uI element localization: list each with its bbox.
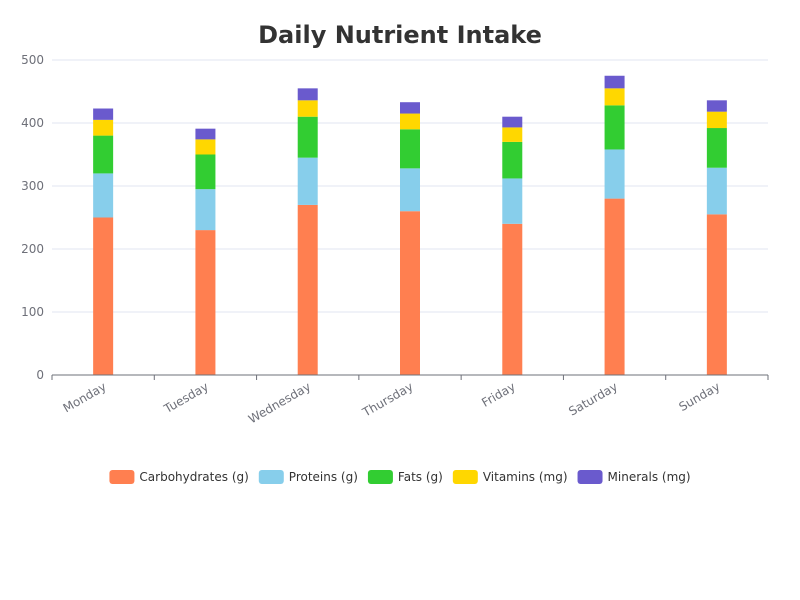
bar-segment: [195, 230, 216, 375]
x-tick-label: Monday: [61, 379, 109, 415]
bar-segment: [195, 189, 216, 231]
legend-label: Proteins (g): [289, 470, 358, 484]
x-tick-label: Saturday: [566, 379, 620, 418]
y-tick-label: 0: [36, 368, 44, 382]
y-tick-label: 300: [21, 179, 44, 193]
y-tick-label: 100: [21, 305, 44, 319]
bar-segment: [297, 204, 318, 375]
legend-item: Proteins (g): [258, 470, 358, 484]
bar-segment: [297, 157, 318, 205]
bar-segment: [706, 167, 727, 215]
x-tick-label: Wednesday: [246, 379, 313, 426]
bar-segment: [195, 154, 216, 190]
bar-segment: [297, 88, 318, 101]
bar-segment: [400, 168, 420, 212]
y-tick-label: 500: [21, 53, 44, 67]
bar-segment: [93, 119, 114, 136]
chart-title: Daily Nutrient Intake: [258, 21, 542, 49]
bar-segment: [93, 135, 114, 174]
x-tick-label: Friday: [479, 379, 518, 409]
bar-segment: [400, 211, 420, 375]
bar-segment: [604, 198, 625, 375]
legend-label: Carbohydrates (g): [139, 470, 248, 484]
bar-segment: [706, 214, 727, 375]
legend-item: Minerals (mg): [577, 470, 691, 484]
bar-segment: [93, 173, 114, 218]
bar-segment: [297, 116, 318, 158]
bar-segment: [297, 100, 318, 117]
bar-segment: [706, 111, 727, 129]
legend-swatch: [452, 470, 478, 484]
bar-segment: [400, 113, 420, 130]
axes: 0 100 200 300 400 500 Monday Tuesday Wednesday Th…: [21, 53, 769, 426]
bar-segment: [706, 128, 727, 168]
legend-swatch: [109, 470, 135, 484]
bar-segment: [195, 139, 216, 155]
bar-segment: [93, 108, 114, 120]
bars: [93, 75, 727, 375]
legend-item: Carbohydrates (g): [109, 470, 249, 484]
bar-segment: [604, 149, 625, 199]
bar-segment: [93, 217, 114, 375]
bar-segment: [400, 129, 420, 169]
bar-segment: [604, 105, 625, 150]
bar-segment: [502, 178, 523, 224]
bar-segment: [706, 100, 727, 112]
x-tick-label: Thursday: [359, 379, 415, 420]
legend-label: Fats (g): [398, 470, 443, 484]
bar-segment: [195, 128, 216, 140]
y-tick-label: 400: [21, 116, 44, 130]
legend-swatch: [367, 470, 393, 484]
bar-segment: [502, 141, 523, 179]
legend-item: Fats (g): [367, 470, 443, 484]
bar-segment: [502, 116, 523, 128]
legend-item: Vitamins (mg): [452, 470, 568, 484]
legend-label: Minerals (mg): [608, 470, 691, 484]
bar-segment: [604, 88, 625, 106]
bar-segment: [502, 223, 523, 375]
x-tick-label: Tuesday: [161, 379, 211, 416]
legend-label: Vitamins (mg): [483, 470, 568, 484]
legend-swatch: [258, 470, 284, 484]
y-tick-label: 200: [21, 242, 44, 256]
x-tick-label: Sunday: [676, 379, 722, 414]
bar-segment: [604, 75, 625, 89]
legend: Carbohydrates (g) Proteins (g) Fats (g) Vit…: [109, 470, 691, 484]
bar-segment: [400, 102, 420, 114]
legend-swatch: [577, 470, 603, 484]
bar-segment: [502, 127, 523, 142]
